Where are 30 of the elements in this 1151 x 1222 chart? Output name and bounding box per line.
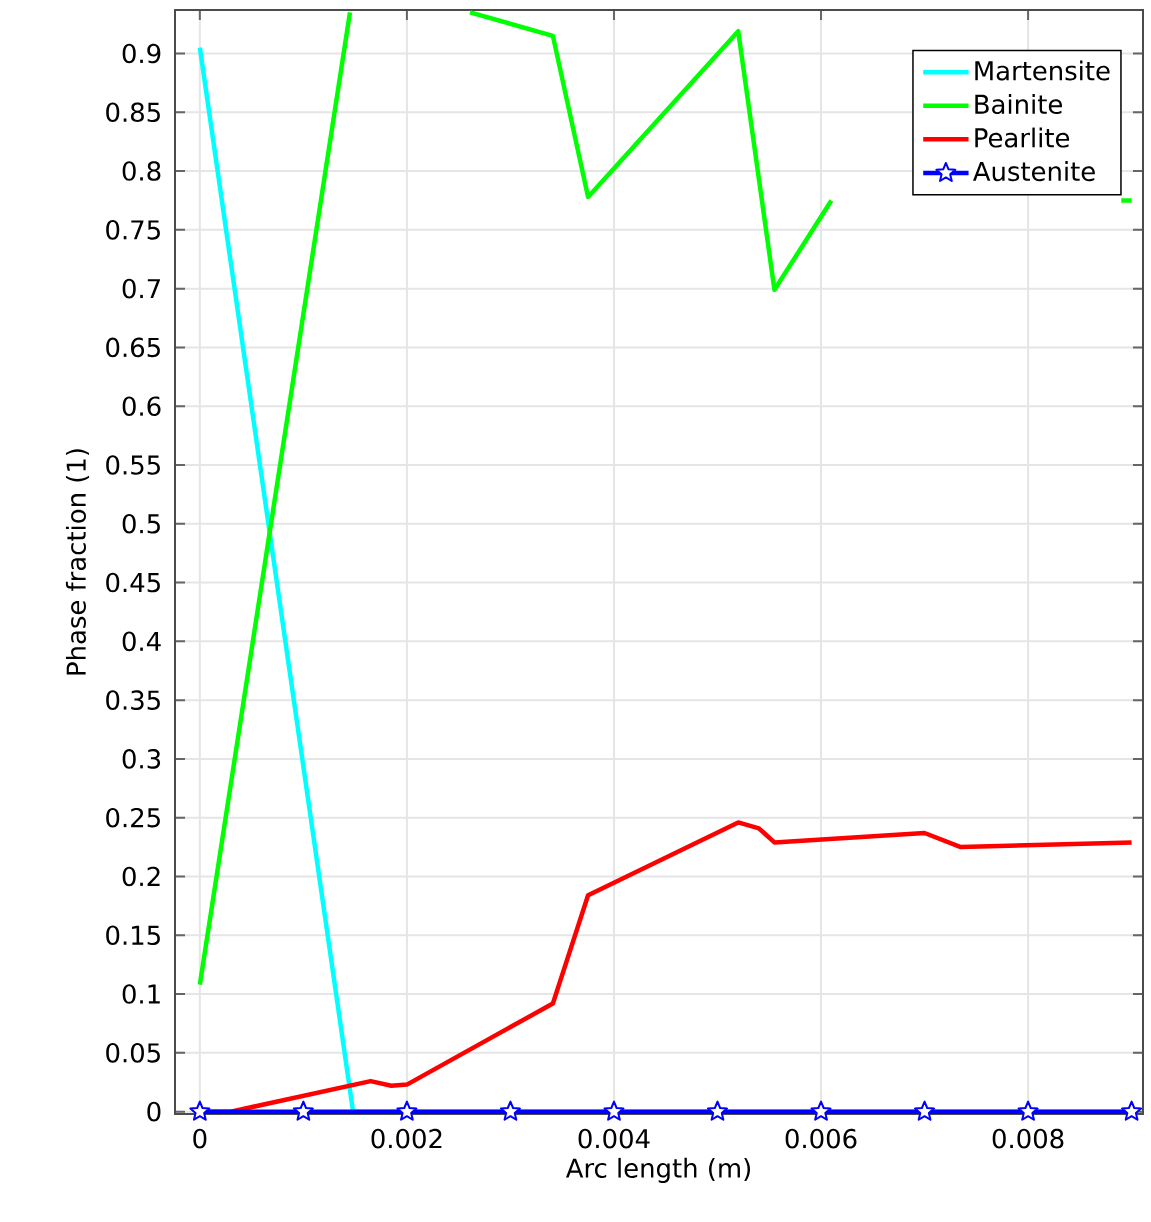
x-tick-label: 0.006 xyxy=(785,1128,857,1149)
y-tick-label: 0.25 xyxy=(106,807,160,828)
y-tick-label: 0.75 xyxy=(106,220,160,240)
y-tick-label: 0.65 xyxy=(106,337,160,358)
y-tick-label: 0.85 xyxy=(106,102,160,123)
x-tick-label: 0 xyxy=(193,1128,207,1149)
legend-label: Martensite xyxy=(975,60,1110,81)
y-tick-label: 0.1 xyxy=(122,984,160,1004)
x-tick-label: 0.004 xyxy=(578,1128,650,1149)
y-tick-label: 0 xyxy=(147,1101,161,1122)
y-tick-label: 0.5 xyxy=(122,513,160,534)
y-tick-label: 0.9 xyxy=(122,43,161,64)
y-tick-label: 0.8 xyxy=(122,161,161,181)
y-tick-label: 0.3 xyxy=(122,749,161,769)
y-tick-label: 0.2 xyxy=(122,866,160,887)
y-tick-label: 0.7 xyxy=(122,278,160,299)
y-tick-label: 0.55 xyxy=(106,455,160,475)
y-tick-label: 0.6 xyxy=(122,396,161,416)
y-tick-label: 0.4 xyxy=(122,631,161,652)
y-tick-label: 0.05 xyxy=(106,1043,160,1063)
legend-label: Austenite xyxy=(973,161,1095,182)
x-axis-title: Arc length (m) xyxy=(565,1157,751,1183)
y-axis-title: Phase fraction (1) xyxy=(65,449,90,675)
y-tick-label: 0.15 xyxy=(106,925,160,946)
y-tick-label: 0.35 xyxy=(106,690,160,710)
legend-label: Pearlite xyxy=(975,127,1070,148)
x-tick-label: 0.002 xyxy=(371,1128,442,1149)
x-tick-label: 0.008 xyxy=(992,1128,1064,1149)
legend-label: Bainite xyxy=(975,94,1062,115)
y-tick-label: 0.45 xyxy=(106,572,160,593)
